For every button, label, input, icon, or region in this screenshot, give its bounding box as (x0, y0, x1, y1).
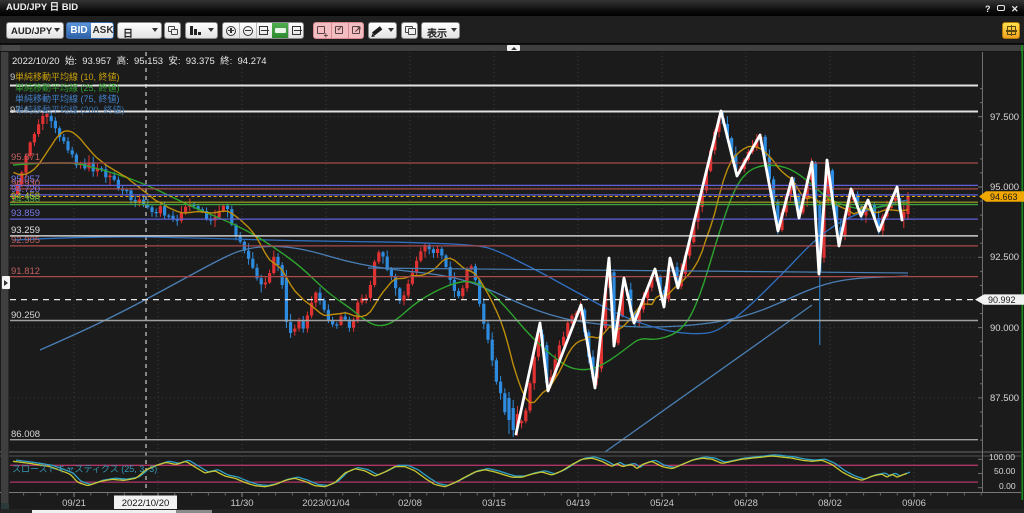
svg-text:94.396: 94.396 (11, 194, 40, 205)
svg-text:2023/01/04: 2023/01/04 (302, 498, 350, 509)
svg-text:94.930: 94.930 (11, 178, 40, 189)
svg-text:91.812: 91.812 (11, 266, 40, 277)
svg-text:94.663: 94.663 (990, 192, 1018, 202)
svg-text:03/15: 03/15 (482, 498, 506, 509)
svg-text:100.00: 100.00 (989, 452, 1015, 462)
svg-text:スローストキャスティクス (25, 3, 3): スローストキャスティクス (25, 3, 3) (12, 464, 157, 474)
svg-text:単純移動平均線 (10, 終値): 単純移動平均線 (10, 終値) (15, 71, 120, 82)
svg-text:単純移動平均線 (25, 終値): 単純移動平均線 (25, 終値) (15, 82, 120, 93)
svg-text:11/30: 11/30 (230, 498, 253, 509)
svg-text:97.4: 97.4 (10, 105, 29, 116)
svg-text:単純移動平均線 (200, 終値): 単純移動平均線 (200, 終値) (15, 104, 125, 115)
svg-text:95.057: 95.057 (11, 174, 40, 185)
svg-text:94.720: 94.720 (11, 184, 40, 195)
svg-text:09/21: 09/21 (62, 498, 86, 509)
svg-text:86.008: 86.008 (11, 429, 40, 440)
svg-text:2022/10/20: 2022/10/20 (122, 498, 170, 509)
svg-text:90.250: 90.250 (11, 310, 40, 321)
svg-text:9: 9 (10, 72, 15, 83)
svg-text:93.259: 93.259 (11, 225, 40, 236)
svg-text:0.00: 0.00 (999, 481, 1016, 491)
svg-text:95.871: 95.871 (11, 152, 40, 163)
svg-text:50.00: 50.00 (994, 466, 1016, 476)
svg-text:92.500: 92.500 (990, 252, 1019, 263)
svg-text:08/02: 08/02 (818, 498, 842, 509)
svg-text:2022/10/20 始: 93.957 高: 95: 2022/10/20 始: 93.957 高: 95.153 安: 93.375… (12, 55, 267, 67)
svg-text:02/08: 02/08 (398, 498, 422, 509)
svg-text:94.458: 94.458 (11, 191, 40, 202)
svg-text:97.500: 97.500 (990, 112, 1019, 123)
svg-text:90.000: 90.000 (990, 323, 1019, 334)
svg-text:92.905: 92.905 (11, 235, 40, 246)
svg-text:単純移動平均線 (75, 終値): 単純移動平均線 (75, 終値) (15, 93, 120, 104)
svg-text:87.500: 87.500 (990, 393, 1019, 404)
svg-text:93.859: 93.859 (11, 208, 40, 219)
svg-text:05/24: 05/24 (650, 498, 674, 509)
svg-text:95.000: 95.000 (990, 182, 1019, 193)
svg-text:90.992: 90.992 (988, 295, 1016, 305)
svg-text:06/28: 06/28 (734, 498, 758, 509)
svg-text:04/19: 04/19 (566, 498, 590, 509)
svg-text:09/06: 09/06 (902, 498, 926, 509)
